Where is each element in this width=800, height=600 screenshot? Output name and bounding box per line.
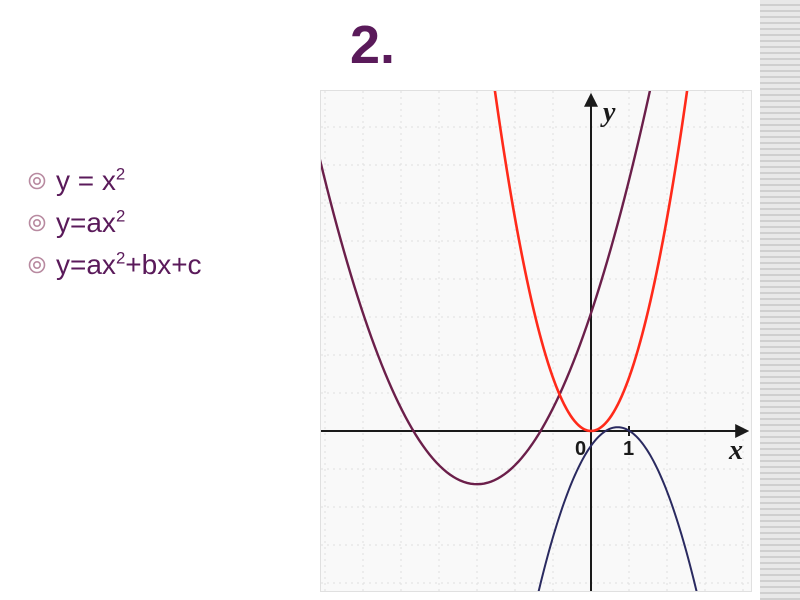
equation-label: y = x2 xyxy=(56,165,125,197)
svg-text:y: y xyxy=(600,97,616,128)
list-item: y=ax2 xyxy=(28,207,202,239)
svg-text:1: 1 xyxy=(623,438,634,460)
equation-label: y=ax2+bx+c xyxy=(56,249,202,281)
bullet-target-icon xyxy=(28,256,46,274)
list-item: y = x2 xyxy=(28,165,202,197)
slide-number-title: 2. xyxy=(350,14,395,76)
svg-text:x: x xyxy=(728,435,743,466)
bullet-target-icon xyxy=(28,172,46,190)
equation-label: y=ax2 xyxy=(56,207,125,239)
equation-list: y = x2 y=ax2 y=ax2+bx+c xyxy=(28,165,202,291)
bullet-target-icon xyxy=(28,214,46,232)
parabola-chart: 01yx xyxy=(320,90,752,592)
chart-svg: 01yx xyxy=(321,91,751,591)
side-stripe-decoration xyxy=(760,0,800,600)
list-item: y=ax2+bx+c xyxy=(28,249,202,281)
